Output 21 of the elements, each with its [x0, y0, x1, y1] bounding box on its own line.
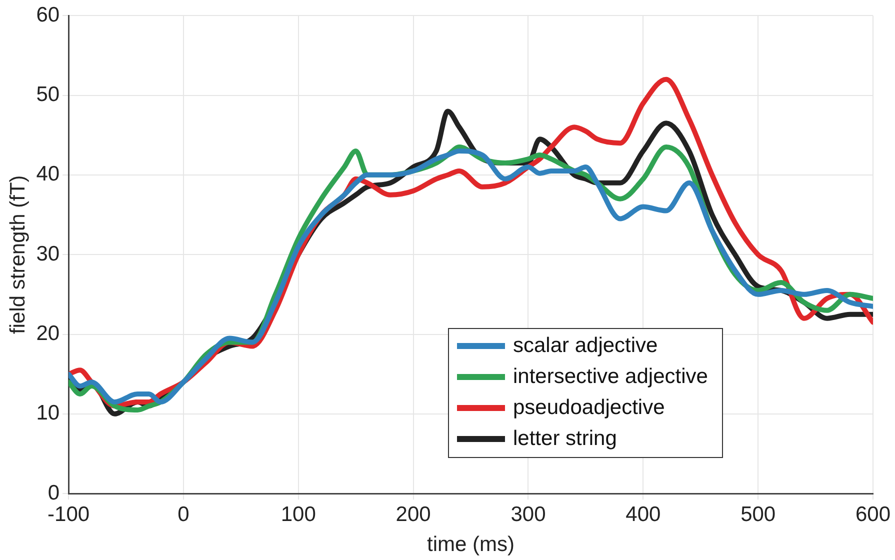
x-tick-label: 600: [855, 502, 891, 526]
x-tick-label: 300: [510, 502, 546, 526]
x-tick-label: 500: [740, 502, 776, 526]
y-tick-label: 10: [36, 402, 60, 425]
legend-label: letter string: [513, 427, 617, 452]
x-axis-title: time (ms): [427, 533, 515, 556]
y-tick-label: 0: [48, 481, 60, 504]
x-tick-label: -100: [48, 502, 90, 526]
x-tick-label: 200: [396, 502, 431, 526]
x-tick-label: 0: [178, 502, 190, 526]
y-tick-label: 20: [36, 322, 60, 346]
legend-label: intersective adjective: [513, 365, 708, 390]
legend-label: pseudoadjective: [513, 396, 665, 420]
y-tick-label: 60: [36, 3, 60, 26]
y-tick-label: 40: [36, 162, 60, 186]
y-axis-title: field strength (fT): [6, 175, 30, 334]
legend-label: scalar adjective: [513, 334, 658, 358]
y-tick-label: 50: [36, 83, 60, 106]
x-tick-label: 100: [280, 502, 316, 526]
x-tick-label: 400: [626, 502, 661, 526]
y-tick-label: 30: [36, 242, 60, 266]
